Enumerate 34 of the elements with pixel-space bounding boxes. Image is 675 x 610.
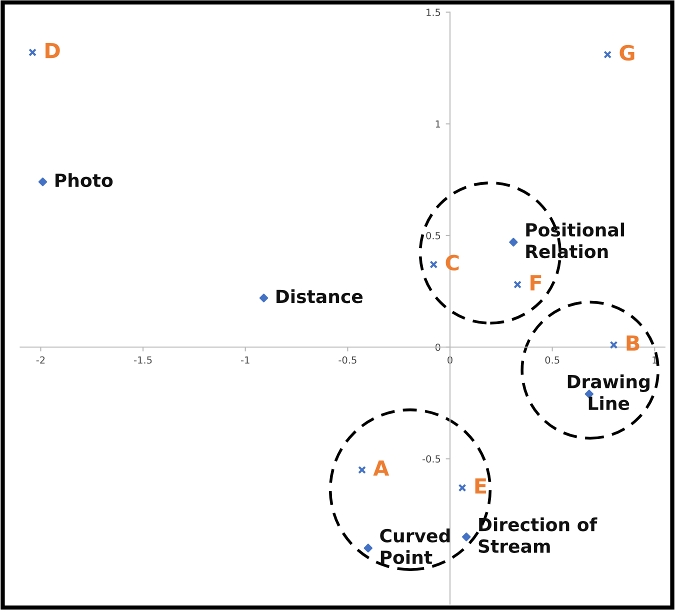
data-label: Distance <box>276 289 363 304</box>
data-label: Drawing Line <box>568 374 650 410</box>
point <box>458 484 466 492</box>
data-label: A <box>373 460 390 476</box>
point <box>358 466 366 474</box>
y-tick-label: 1.5 <box>426 8 440 16</box>
data-label: C <box>446 254 459 271</box>
data-label: D <box>46 42 60 58</box>
y-tick-label: 0.5 <box>426 232 440 240</box>
y-tick-label: -0.5 <box>422 455 440 463</box>
data-label: Curved Point <box>380 528 450 564</box>
data-label: G <box>620 44 634 61</box>
x-tick-label: -1.5 <box>134 356 152 364</box>
x-tick-label: 0.5 <box>545 356 560 364</box>
x-tick-label: -2 <box>36 356 45 364</box>
data-label: Photo <box>56 173 113 188</box>
point <box>28 48 37 56</box>
point <box>462 532 471 542</box>
point <box>610 340 618 349</box>
data-label: Positional Relation <box>526 222 624 258</box>
point <box>509 238 518 247</box>
data-label: E <box>475 478 486 494</box>
point <box>604 50 612 59</box>
y-tick-label: 1 <box>436 120 440 128</box>
data-label: B <box>626 335 640 351</box>
point <box>514 280 522 289</box>
data-label: Direction of Stream <box>478 517 598 553</box>
x-tick-label: -0.5 <box>338 356 356 364</box>
point <box>38 178 48 186</box>
data-label: F <box>530 275 542 290</box>
point <box>259 294 268 302</box>
x-tick-label: -1 <box>240 356 250 364</box>
point <box>364 544 373 552</box>
point <box>430 260 438 268</box>
